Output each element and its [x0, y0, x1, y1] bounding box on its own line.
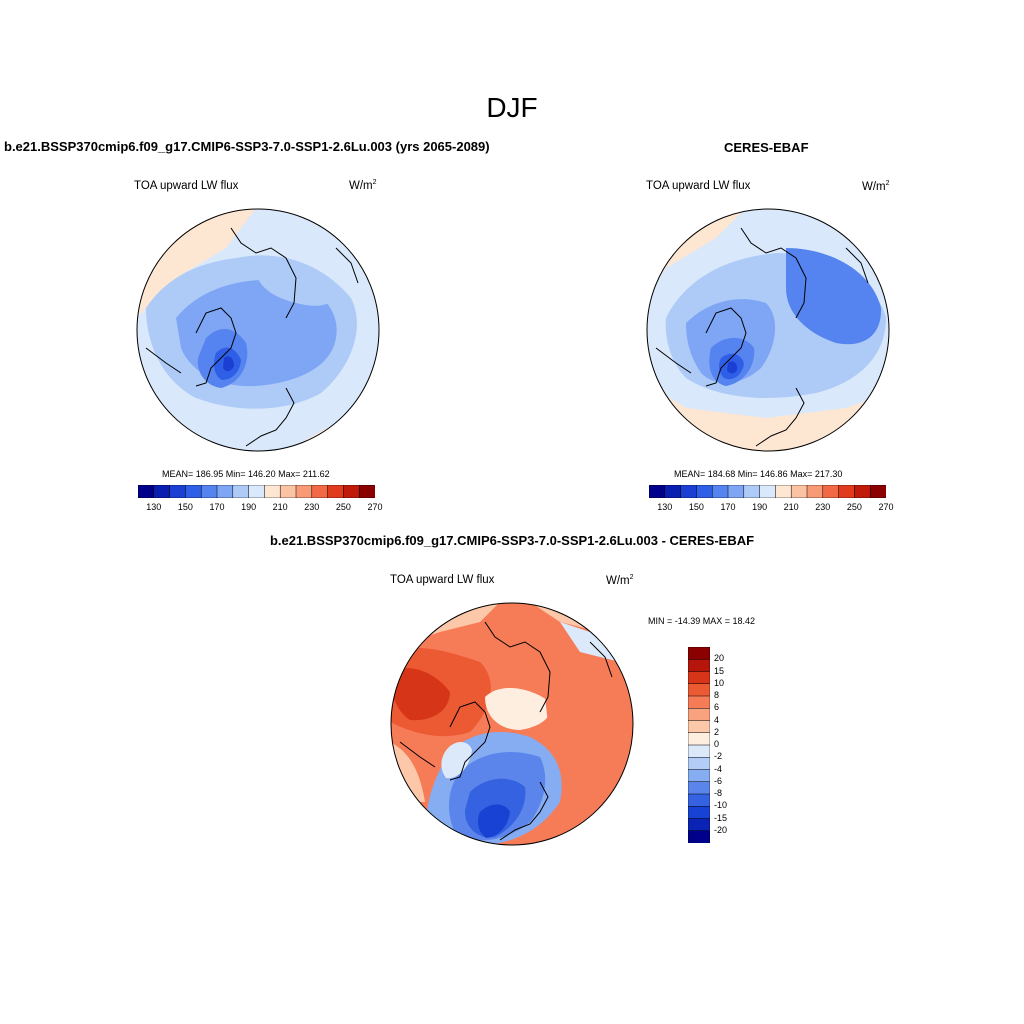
colorbar-tick-label: -15 — [714, 812, 728, 823]
colorbar-swatch — [688, 806, 710, 820]
colorbar-tick-label: 10 — [714, 677, 725, 688]
colorbar-tick-label: 190 — [241, 502, 257, 512]
colorbar-swatch — [688, 769, 710, 783]
colorbar-swatch — [806, 485, 824, 498]
colorbar-tick-label: 2 — [714, 726, 720, 737]
colorbar-tick-label: 190 — [752, 502, 768, 512]
colorbar-swatch — [649, 485, 666, 498]
colorbar-swatch — [688, 671, 710, 685]
colorbar-swatch — [688, 683, 710, 697]
colorbar-ticks-diff: 20 15 10 8 6 4 2 0 -2 -4 -6 -8 -10 -15 -20 — [714, 647, 754, 843]
main-title: DJF — [486, 92, 538, 123]
colorbar-tick-label: 230 — [304, 502, 320, 512]
colorbar-swatch — [264, 485, 281, 498]
colorbar-tick-label: 0 — [714, 739, 720, 749]
colorbar-swatch — [295, 485, 313, 498]
stats-model: MEAN= 186.95 Min= 146.20 Max= 211.62 — [162, 469, 330, 479]
colorbar-swatch — [688, 830, 710, 843]
colorbar-swatch — [327, 485, 344, 498]
colorbar-tick-label: -6 — [714, 775, 723, 786]
units-label-obs: W/m2 — [862, 180, 890, 193]
colorbar-ticks-obs: 130 150 170 190 210 230 250 270 — [649, 502, 893, 516]
colorbar-swatch — [688, 695, 710, 709]
colorbar-swatch — [838, 485, 855, 498]
colorbar-tick-label: 170 — [720, 502, 736, 512]
colorbar-swatch — [688, 659, 710, 673]
colorbar-swatch — [711, 485, 729, 498]
colorbar-tick-label: 270 — [878, 502, 894, 512]
polar-map-obs — [646, 208, 890, 452]
variable-label-obs: TOA upward LW flux — [646, 180, 751, 192]
colorbar-swatch — [688, 818, 710, 832]
colorbar-swatch — [216, 485, 234, 498]
colorbar-swatch — [688, 793, 710, 807]
panel-title-model: b.e21.BSSP370cmip6.f09_g17.CMIP6-SSP3-7.… — [4, 139, 490, 154]
colorbar-tick-label: -10 — [714, 800, 728, 811]
colorbar-swatch — [200, 485, 218, 498]
colorbar-tick-label: 170 — [209, 502, 225, 512]
colorbar-tick-label: 130 — [657, 502, 673, 512]
colorbar-swatch — [232, 485, 250, 498]
colorbar-swatch — [688, 732, 710, 746]
units-label-diff: W/m2 — [606, 574, 634, 587]
panel-title-obs: CERES-EBAF — [724, 140, 809, 155]
variable-label-diff: TOA upward LW flux — [390, 574, 495, 586]
colorbar-swatch — [664, 485, 682, 498]
colorbar-swatch — [138, 485, 155, 498]
colorbar-swatch — [688, 647, 710, 660]
colorbar-obs — [649, 485, 886, 498]
variable-label-model: TOA upward LW flux — [134, 180, 239, 192]
colorbar-swatch — [869, 485, 886, 498]
colorbar-swatch — [759, 485, 776, 498]
colorbar-tick-label: 6 — [714, 702, 720, 713]
colorbar-swatch — [169, 485, 186, 498]
colorbar-model — [138, 485, 375, 498]
colorbar-tick-label: -20 — [714, 824, 728, 835]
colorbar-tick-label: 250 — [335, 502, 351, 512]
colorbar-swatch — [688, 744, 710, 758]
colorbar-tick-label: 230 — [815, 502, 831, 512]
colorbar-swatch — [696, 485, 713, 498]
polar-map-model — [136, 208, 380, 452]
panel-title-diff: b.e21.BSSP370cmip6.f09_g17.CMIP6-SSP3-7.… — [269, 533, 755, 548]
colorbar-tick-label: 4 — [714, 714, 720, 725]
colorbar-swatch — [343, 485, 360, 498]
polar-map-diff — [390, 602, 634, 846]
colorbar-swatch — [688, 720, 710, 734]
colorbar-tick-label: 250 — [846, 502, 862, 512]
colorbar-swatch — [358, 485, 375, 498]
colorbar-swatch — [185, 485, 202, 498]
colorbar-swatch — [688, 708, 710, 722]
colorbar-tick-label: -2 — [714, 751, 723, 762]
colorbar-tick-label: 20 — [714, 653, 725, 664]
colorbar-ticks-model: 130 150 170 190 210 230 250 270 — [138, 502, 382, 516]
colorbar-tick-label: 8 — [714, 690, 720, 700]
colorbar-tick-label: 210 — [272, 502, 288, 512]
colorbar-tick-label: 270 — [367, 502, 383, 512]
colorbar-swatch — [248, 485, 265, 498]
colorbar-swatch — [854, 485, 871, 498]
colorbar-tick-label: -4 — [714, 763, 723, 774]
colorbar-tick-label: 210 — [783, 502, 799, 512]
colorbar-swatch — [790, 485, 808, 498]
colorbar-swatch — [743, 485, 761, 498]
colorbar-swatch — [153, 485, 171, 498]
colorbar-swatch — [822, 485, 840, 498]
colorbar-tick-label: 130 — [146, 502, 162, 512]
colorbar-tick-label: 150 — [688, 502, 704, 512]
stats-obs: MEAN= 184.68 Min= 146.86 Max= 217.30 — [674, 469, 843, 479]
units-label-model: W/m2 — [349, 179, 377, 192]
colorbar-tick-label: 15 — [714, 665, 725, 676]
colorbar-tick-label: 150 — [177, 502, 193, 512]
colorbar-swatch — [688, 757, 710, 771]
colorbar-swatch — [775, 485, 792, 498]
colorbar-swatch — [311, 485, 329, 498]
stats-diff: MIN = -14.39 MAX = 18.42 — [648, 616, 756, 626]
colorbar-swatch — [688, 781, 710, 795]
colorbar-diff — [688, 647, 710, 843]
colorbar-swatch — [279, 485, 297, 498]
colorbar-tick-label: -8 — [714, 788, 723, 798]
colorbar-swatch — [727, 485, 745, 498]
colorbar-swatch — [680, 485, 697, 498]
